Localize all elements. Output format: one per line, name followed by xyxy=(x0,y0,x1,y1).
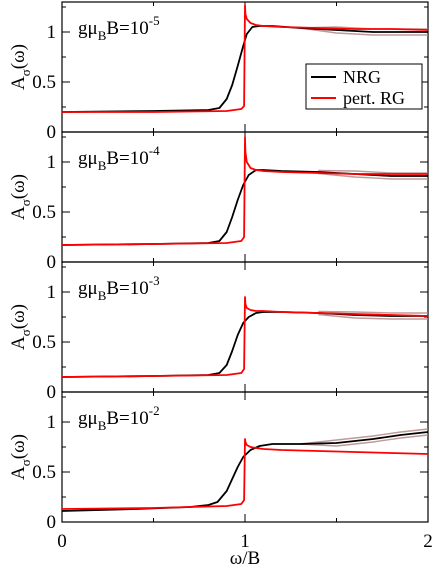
nrg-shadow-line xyxy=(299,27,428,36)
x-tick-label: 0 xyxy=(57,531,67,552)
y-axis-label: Aσ(ω) xyxy=(8,174,33,220)
y-axis-label-main: A xyxy=(8,466,29,480)
y-tick-label: 0 xyxy=(47,382,57,403)
y-axis-label-sub: σ xyxy=(18,329,33,336)
x-tick-label: 1 xyxy=(240,531,250,552)
annotation-sub: B xyxy=(98,28,107,43)
y-tick-label: 0 xyxy=(47,122,57,143)
x-axis-label: ω/B xyxy=(230,548,260,567)
y-tick-label: 0 xyxy=(47,252,57,273)
panel: 0 0.5 1 Aσ(ω) gμBB=10-2 xyxy=(8,391,429,533)
y-tick-label: 0.5 xyxy=(32,462,56,483)
annotation-main: B=10 xyxy=(106,278,148,299)
nrg-shadow-line xyxy=(318,169,428,174)
annotation-exp: -4 xyxy=(149,143,160,158)
y-axis-label: Aσ(ω) xyxy=(8,304,33,350)
panels-layer: 00.51Aσ(ω)gμBB=10-500.51Aσ(ω)gμBB=10-400… xyxy=(8,1,429,533)
panel: 0 0.5 1 Aσ(ω) gμBB=10-5 xyxy=(8,1,429,143)
legend-box xyxy=(305,63,423,110)
legend-label-pert-rg: pert. RG xyxy=(343,88,405,108)
annotation-sub: B xyxy=(98,418,107,433)
nrg-shadow-line xyxy=(299,434,429,447)
y-tick-label: 0 xyxy=(47,512,57,533)
nrg-shadow-line xyxy=(318,172,428,180)
panel-annotation: gμBB=10-3 xyxy=(78,273,160,303)
annotation-sub: B xyxy=(98,158,107,173)
legend: NRG pert. RG xyxy=(305,63,423,110)
nrg-line xyxy=(61,25,428,113)
y-axis-label-main: A xyxy=(8,336,29,350)
panel: 0 0.5 1 Aσ(ω) gμBB=10-3 xyxy=(8,261,429,403)
y-axis-label-sub: σ xyxy=(18,199,33,206)
pert-rg-line xyxy=(61,438,429,510)
annotation-exp: -2 xyxy=(149,403,160,418)
nrg-shadow-line xyxy=(318,313,428,320)
y-axis-label-main: A xyxy=(8,206,29,220)
annotation-main: B=10 xyxy=(106,18,148,39)
nrg-shadow-line xyxy=(318,310,428,314)
y-tick-label: 1 xyxy=(47,282,57,303)
annotation-base: gμ xyxy=(78,278,98,299)
y-axis-label-arg: (ω) xyxy=(8,434,29,459)
panel: 0 0.5 1 Aσ(ω) gμBB=10-4 xyxy=(8,131,429,273)
y-tick-label: 1 xyxy=(47,22,57,43)
x-tick-label: 2 xyxy=(423,531,433,552)
annotation-sub: B xyxy=(98,288,107,303)
y-tick-label: 1 xyxy=(47,152,57,173)
y-axis-label: Aσ(ω) xyxy=(8,44,33,90)
annotation-main: B=10 xyxy=(106,408,148,429)
pert-rg-line xyxy=(62,4,429,113)
nrg-line xyxy=(61,431,429,512)
y-axis-label-arg: (ω) xyxy=(8,304,29,329)
y-axis-label-sub: σ xyxy=(18,69,33,76)
panel-annotation: gμBB=10-4 xyxy=(78,143,160,173)
nrg-shadow-line xyxy=(299,428,429,445)
legend-label-nrg: NRG xyxy=(343,67,381,87)
y-tick-label: 1 xyxy=(47,412,57,433)
y-axis-label-sub: σ xyxy=(18,459,33,466)
pert-rg-line xyxy=(61,136,428,246)
y-axis-label-arg: (ω) xyxy=(8,44,29,69)
annotation-exp: -5 xyxy=(149,13,160,28)
y-tick-label: 0.5 xyxy=(32,72,56,93)
annotation-base: gμ xyxy=(78,148,98,169)
panel-annotation: gμBB=10-2 xyxy=(78,403,160,433)
y-tick-label: 0.5 xyxy=(32,202,56,223)
annotation-exp: -3 xyxy=(149,273,160,288)
y-axis-label: Aσ(ω) xyxy=(8,434,33,480)
annotation-main: B=10 xyxy=(106,148,148,169)
y-axis-label-arg: (ω) xyxy=(8,174,29,199)
y-axis-label-main: A xyxy=(8,76,29,90)
pert-rg-line xyxy=(61,296,429,378)
annotation-base: gμ xyxy=(78,18,98,39)
annotation-base: gμ xyxy=(78,408,98,429)
panel-annotation: gμBB=10-5 xyxy=(78,13,160,43)
y-tick-label: 0.5 xyxy=(32,332,56,353)
